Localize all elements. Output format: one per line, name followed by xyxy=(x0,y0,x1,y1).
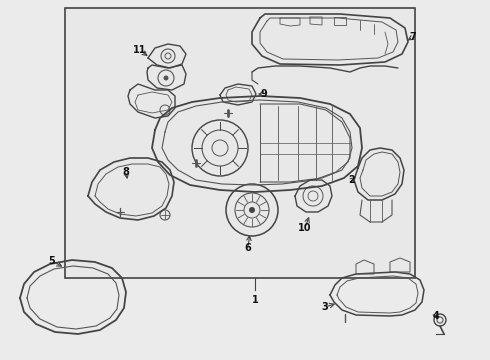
Text: 9: 9 xyxy=(261,89,268,99)
Text: 7: 7 xyxy=(410,32,416,42)
Text: 4: 4 xyxy=(433,311,440,321)
Text: 5: 5 xyxy=(49,256,55,266)
Text: 10: 10 xyxy=(298,223,312,233)
Circle shape xyxy=(249,207,255,213)
Text: 1: 1 xyxy=(252,295,258,305)
Bar xyxy=(65,8,415,278)
Text: 8: 8 xyxy=(122,167,129,177)
Text: 3: 3 xyxy=(321,302,328,312)
Circle shape xyxy=(164,76,169,81)
Text: 6: 6 xyxy=(245,243,251,253)
Text: 2: 2 xyxy=(348,175,355,185)
Text: 11: 11 xyxy=(133,45,147,55)
